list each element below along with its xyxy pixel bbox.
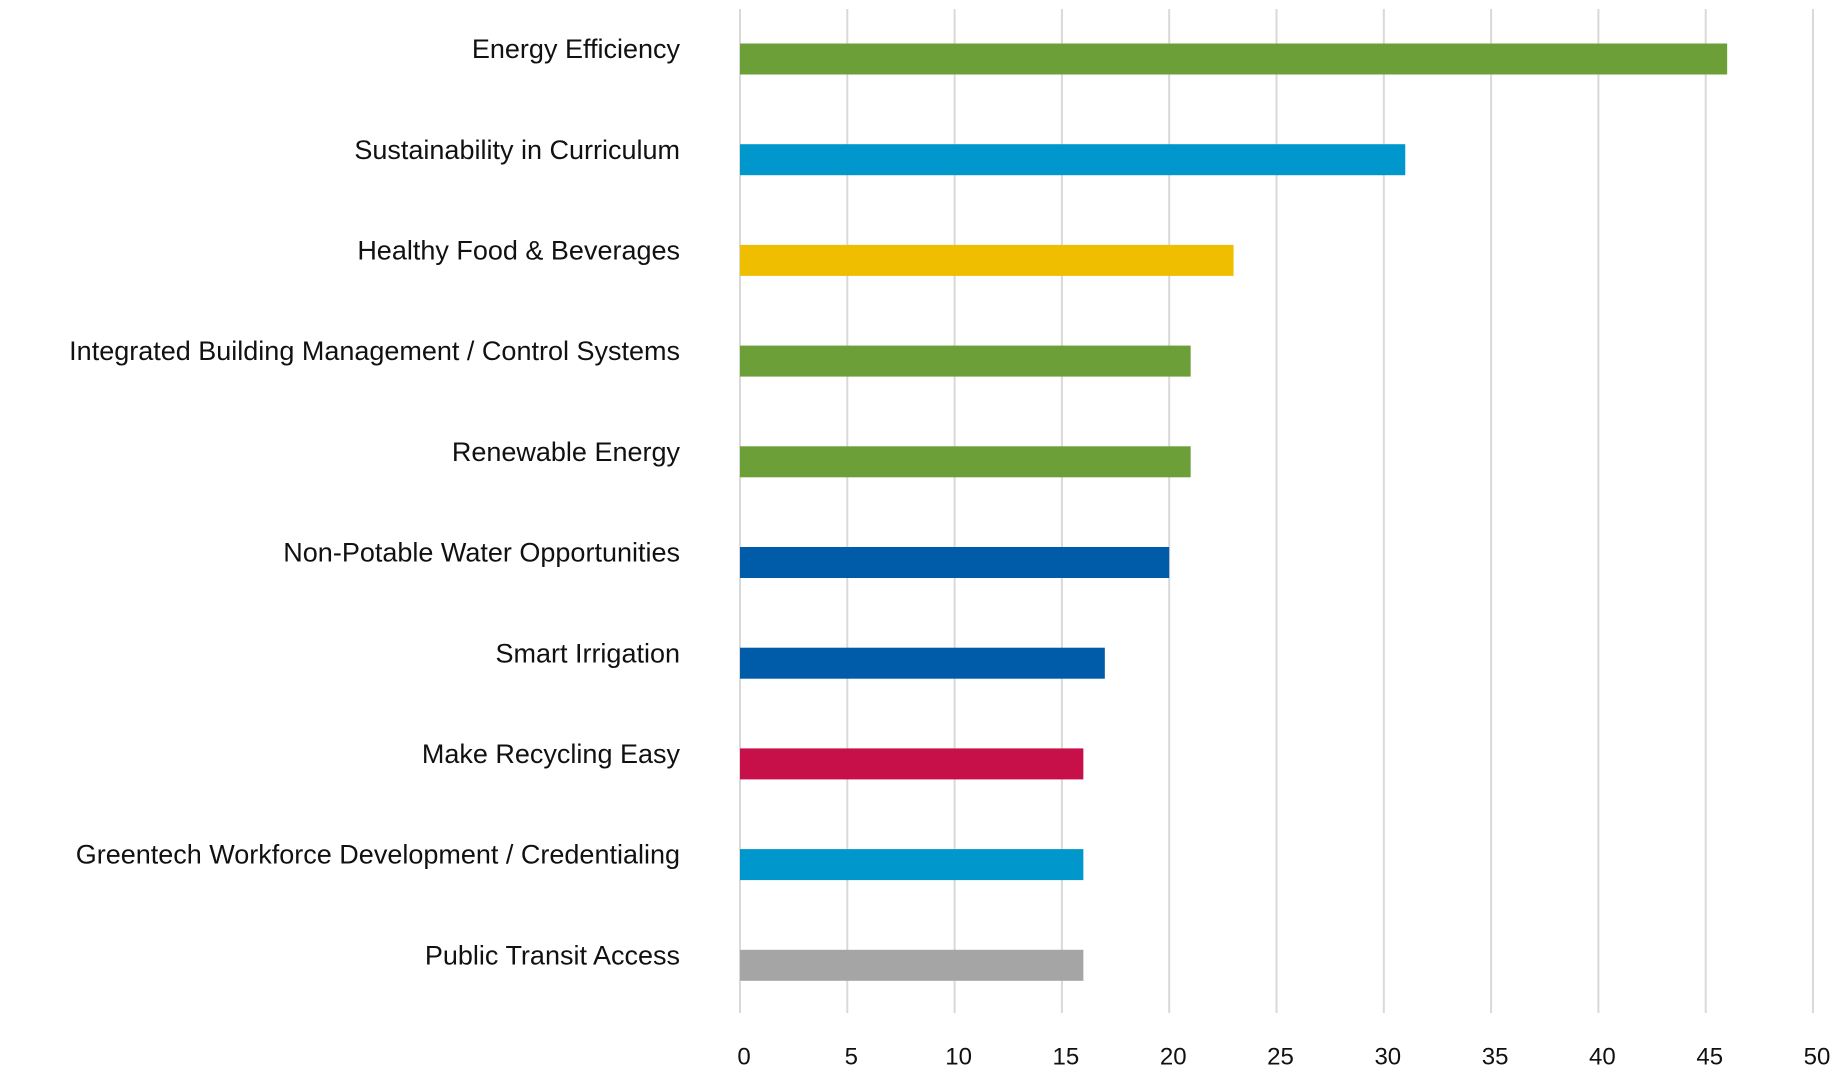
bar [740, 244, 1234, 276]
x-tick-label: 40 [1589, 1043, 1616, 1070]
x-tick-label: 25 [1267, 1043, 1294, 1070]
bar [740, 446, 1191, 478]
bar [740, 748, 1084, 780]
category-label: Healthy Food & Beverages [357, 236, 680, 266]
bar [740, 345, 1191, 377]
category-label: Renewable Energy [452, 437, 681, 467]
x-tick-label: 45 [1696, 1043, 1723, 1070]
category-label: Smart Irrigation [495, 638, 680, 668]
category-label: Greentech Workforce Development / Creden… [76, 840, 680, 870]
category-label: Integrated Building Management / Control… [69, 336, 680, 366]
bar [740, 949, 1084, 981]
x-tick-label: 0 [737, 1043, 750, 1070]
bar [740, 547, 1170, 578]
bar [740, 647, 1105, 679]
category-label: Non-Potable Water Opportunities [283, 538, 680, 568]
category-label: Sustainability in Curriculum [354, 135, 680, 165]
x-tick-label: 35 [1482, 1043, 1509, 1070]
bar [740, 849, 1084, 881]
x-tick-label: 10 [945, 1043, 972, 1070]
x-tick-label: 20 [1160, 1043, 1187, 1070]
category-label: Energy Efficiency [472, 34, 681, 64]
bar [740, 144, 1406, 176]
x-tick-label: 5 [845, 1043, 858, 1070]
x-tick-label: 30 [1374, 1043, 1401, 1070]
category-label: Make Recycling Easy [422, 739, 681, 769]
x-tick-label: 50 [1804, 1043, 1831, 1070]
x-tick-label: 15 [1053, 1043, 1080, 1070]
bar [740, 43, 1728, 75]
category-label: Public Transit Access [425, 940, 680, 970]
